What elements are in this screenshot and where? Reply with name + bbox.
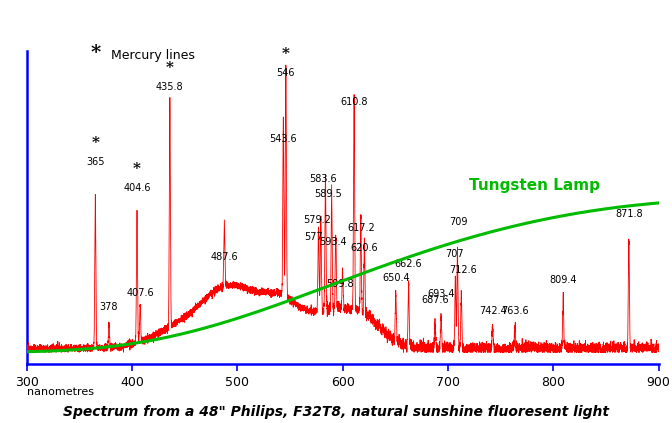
Text: 435.8: 435.8 — [156, 82, 183, 92]
Text: 707: 707 — [445, 249, 464, 259]
Text: *: * — [133, 162, 141, 176]
Text: 593.4: 593.4 — [319, 237, 347, 247]
Text: 543.6: 543.6 — [269, 134, 297, 144]
Text: Mercury lines: Mercury lines — [111, 49, 195, 62]
Text: 577: 577 — [304, 232, 323, 242]
Text: 546: 546 — [277, 68, 295, 78]
Text: *: * — [91, 136, 99, 150]
Text: 579.2: 579.2 — [304, 214, 331, 225]
Text: Tungsten Lamp: Tungsten Lamp — [469, 178, 600, 193]
Text: 487.6: 487.6 — [210, 252, 238, 262]
Text: 365: 365 — [86, 157, 105, 167]
Text: 871.8: 871.8 — [615, 209, 642, 219]
Text: 650.4: 650.4 — [382, 273, 410, 283]
Text: 599.8: 599.8 — [326, 279, 353, 289]
Text: 709: 709 — [450, 217, 468, 228]
Text: 407.6: 407.6 — [126, 288, 154, 298]
Text: 742.4: 742.4 — [478, 306, 507, 316]
Text: 763.6: 763.6 — [501, 306, 529, 316]
Text: *: * — [282, 47, 290, 61]
Text: *: * — [166, 61, 174, 75]
Text: nanometres: nanometres — [27, 387, 94, 397]
Text: 693.4: 693.4 — [427, 289, 455, 299]
Text: *: * — [90, 44, 100, 62]
Text: 617.2: 617.2 — [347, 223, 375, 233]
Text: 610.8: 610.8 — [340, 97, 368, 107]
Text: 583.6: 583.6 — [309, 174, 337, 184]
Text: Spectrum from a 48" Philips, F32T8, natural sunshine fluoresent light: Spectrum from a 48" Philips, F32T8, natu… — [63, 405, 609, 419]
Text: 712.6: 712.6 — [449, 265, 476, 275]
Text: 662.6: 662.6 — [395, 259, 423, 269]
Text: 809.4: 809.4 — [550, 275, 577, 285]
Text: 589.5: 589.5 — [314, 189, 342, 199]
Text: 687.6: 687.6 — [421, 295, 449, 305]
Text: 620.6: 620.6 — [351, 243, 378, 253]
Text: 404.6: 404.6 — [123, 183, 151, 193]
Text: 378: 378 — [99, 302, 118, 312]
